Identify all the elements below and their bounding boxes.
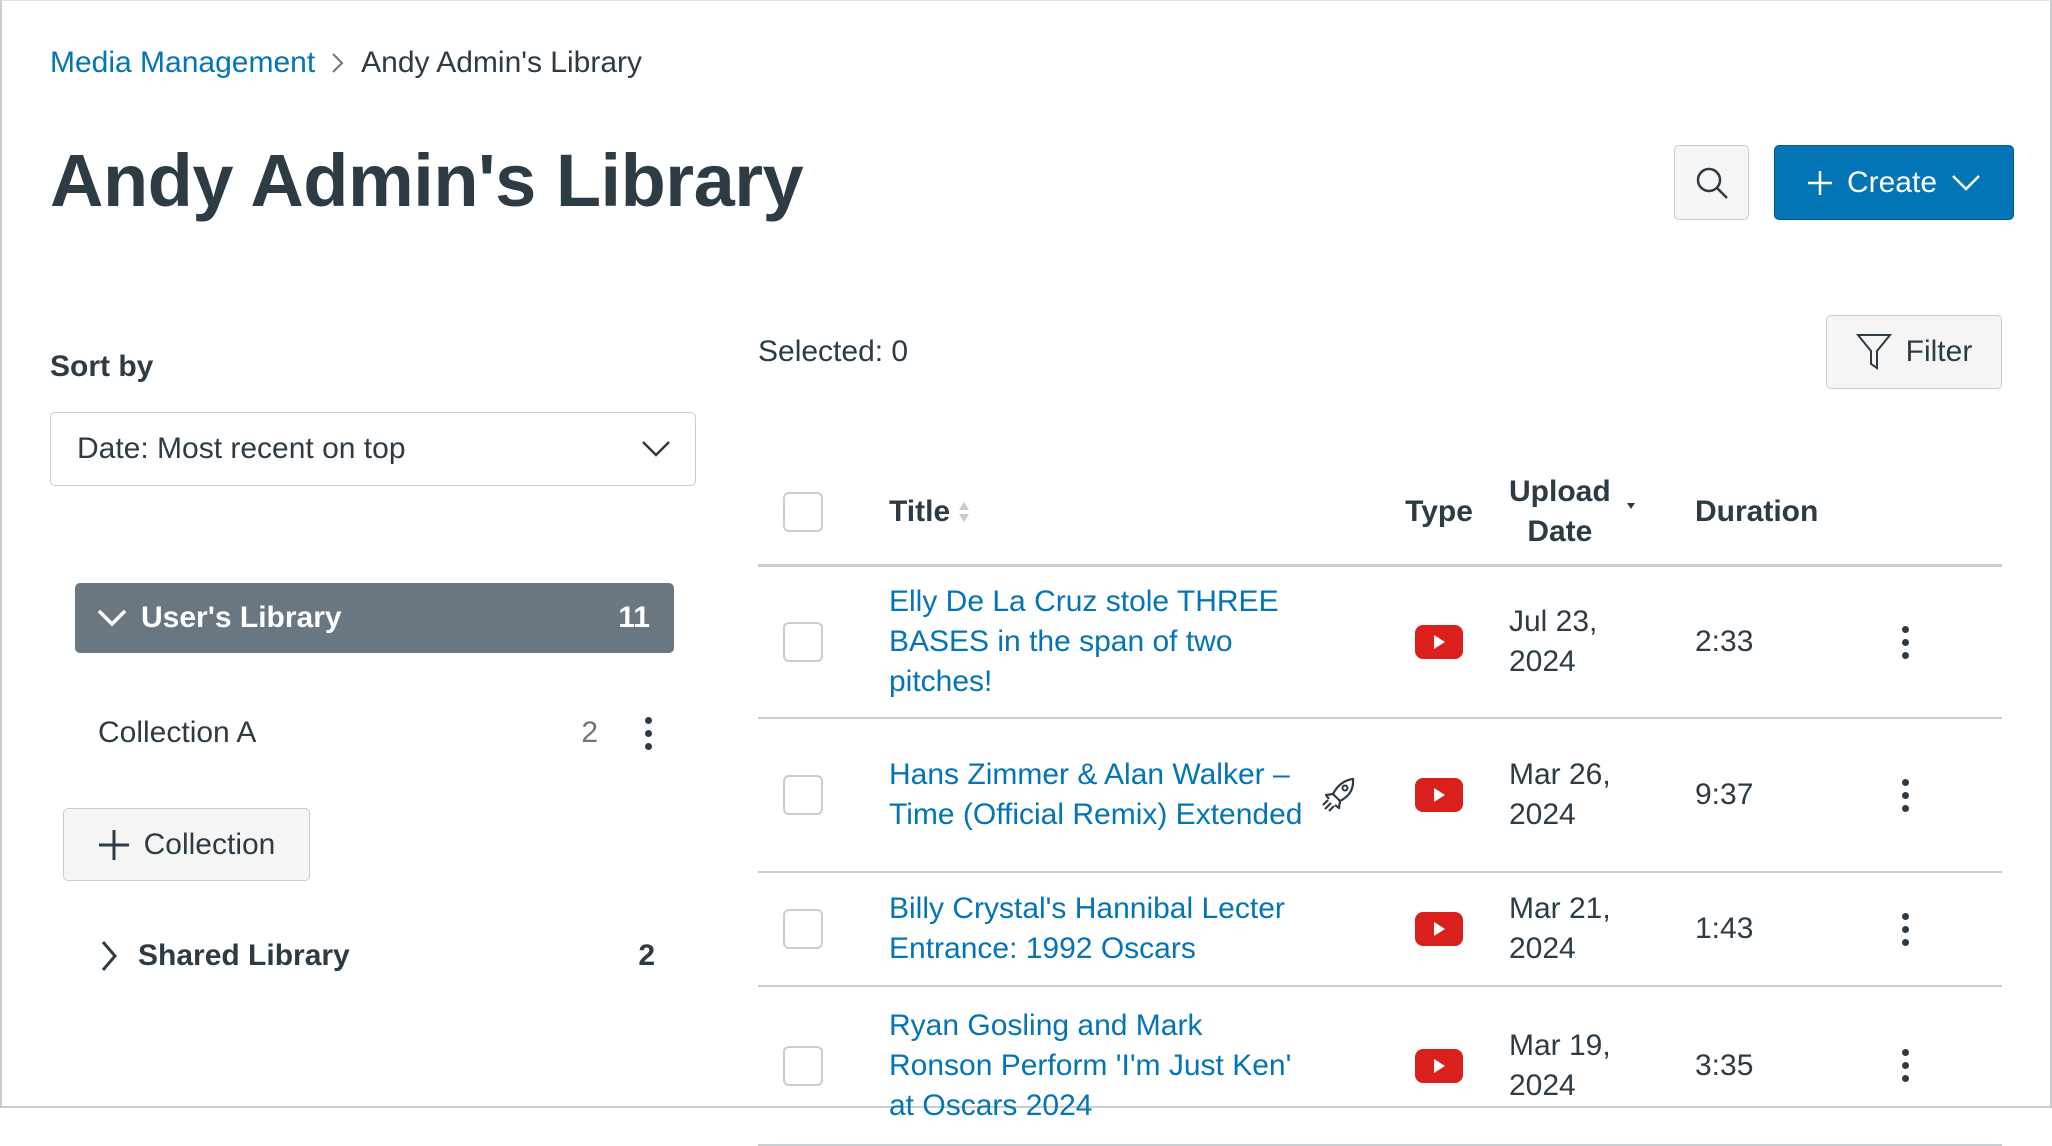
upload-date: Mar 21, 2024 — [1509, 892, 1611, 965]
chevron-right-icon — [101, 941, 117, 971]
add-collection-button[interactable]: Collection — [63, 808, 310, 881]
youtube-icon — [1415, 1048, 1463, 1083]
chevron-right-icon — [332, 53, 344, 73]
type-cell — [1369, 912, 1509, 946]
upload-date: Mar 19, 2024 — [1509, 1028, 1611, 1102]
users-library-label: User's Library — [141, 601, 342, 634]
plus-icon — [98, 829, 129, 860]
column-duration: Duration — [1695, 495, 1819, 528]
collection-label: Collection A — [98, 716, 257, 749]
chevron-down-icon — [1952, 174, 1980, 191]
column-type: Type — [1405, 495, 1473, 528]
table-header: Title Type Upload Date Duration — [758, 460, 2002, 567]
row-checkbox[interactable] — [783, 775, 823, 815]
chevron-down-icon — [97, 609, 127, 627]
upload-date: Jul 23, 2024 — [1509, 605, 1598, 678]
add-collection-label: Collection — [143, 827, 276, 861]
media-title-link[interactable]: Hans Zimmer & Alan Walker – Time (Offici… — [889, 758, 1303, 831]
table-row: Ryan Gosling and Mark Ronson Perform 'I'… — [758, 987, 2002, 1146]
sort-icon — [959, 502, 970, 522]
type-cell — [1369, 1048, 1509, 1083]
duration: 1:43 — [1695, 912, 1754, 945]
sidebar-item-users-library[interactable]: User's Library 11 — [75, 583, 674, 653]
column-title-label: Title — [889, 495, 951, 528]
search-icon — [1696, 167, 1728, 199]
window-frame — [0, 0, 2052, 1108]
page-title: Andy Admin's Library — [50, 139, 804, 222]
sort-select[interactable]: Date: Most recent on top — [50, 412, 696, 486]
duration: 2:33 — [1695, 625, 1754, 658]
shared-library-count: 2 — [638, 939, 655, 972]
table-row: Billy Crystal's Hannibal Lecter Entrance… — [758, 873, 2002, 987]
more-options-icon[interactable] — [1895, 778, 1915, 812]
chevron-down-icon — [642, 441, 670, 457]
upload-date: Mar 26, 2024 — [1509, 758, 1611, 831]
breadcrumb-current: Andy Admin's Library — [361, 46, 643, 79]
column-upload-date[interactable]: Upload Date — [1509, 472, 1695, 552]
table-row: Elly De La Cruz stole THREE BASES in the… — [758, 567, 2002, 719]
media-table: Title Type Upload Date Duration Elly De L… — [758, 460, 2002, 1146]
table-row: Hans Zimmer & Alan Walker – Time (Offici… — [758, 719, 2002, 873]
rocket-icon — [1322, 777, 1355, 812]
row-checkbox[interactable] — [783, 1045, 823, 1086]
duration: 3:35 — [1695, 1048, 1754, 1082]
media-title-link[interactable]: Elly De La Cruz stole THREE BASES in the… — [889, 585, 1279, 698]
select-all-checkbox[interactable] — [783, 492, 823, 532]
create-label: Create — [1846, 165, 1938, 199]
create-button[interactable]: Create — [1774, 145, 2014, 220]
column-upload-date-line2: Date — [1527, 515, 1593, 548]
filter-button[interactable]: Filter — [1826, 315, 2002, 389]
row-checkbox[interactable] — [783, 622, 823, 662]
filter-icon — [1855, 334, 1892, 370]
sort-descending-icon — [1626, 503, 1635, 509]
more-options-icon[interactable] — [1895, 912, 1915, 946]
sidebar-item-shared-library[interactable]: Shared Library 2 — [100, 932, 655, 980]
row-checkbox[interactable] — [783, 909, 823, 949]
sidebar-item-collection-a[interactable]: Collection A 2 — [98, 710, 658, 756]
search-button[interactable] — [1674, 145, 1749, 220]
media-title-link[interactable]: Billy Crystal's Hannibal Lecter Entrance… — [889, 892, 1285, 965]
column-title[interactable]: Title — [889, 495, 1309, 529]
breadcrumb: Media Management Andy Admin's Library — [50, 46, 642, 80]
youtube-icon — [1415, 778, 1463, 812]
selected-count: Selected: 0 — [758, 335, 909, 368]
rocket-cell — [1309, 775, 1369, 815]
type-cell — [1369, 778, 1509, 812]
sort-by-label: Sort by — [50, 350, 154, 383]
youtube-icon — [1415, 912, 1463, 946]
more-options-icon[interactable] — [1895, 625, 1915, 659]
users-library-count: 11 — [618, 601, 650, 634]
sort-select-value: Date: Most recent on top — [77, 432, 406, 465]
youtube-icon — [1415, 625, 1463, 659]
more-options-icon[interactable] — [1895, 1049, 1915, 1082]
more-options-icon[interactable] — [638, 716, 658, 750]
type-cell — [1369, 625, 1509, 659]
collection-count: 2 — [581, 716, 598, 749]
shared-library-label: Shared Library — [138, 939, 350, 972]
column-upload-date-line1: Upload — [1509, 475, 1611, 508]
breadcrumb-media-management[interactable]: Media Management — [50, 46, 316, 79]
filter-label: Filter — [1905, 335, 1973, 368]
plus-icon — [1807, 170, 1832, 195]
duration: 9:37 — [1695, 778, 1754, 811]
